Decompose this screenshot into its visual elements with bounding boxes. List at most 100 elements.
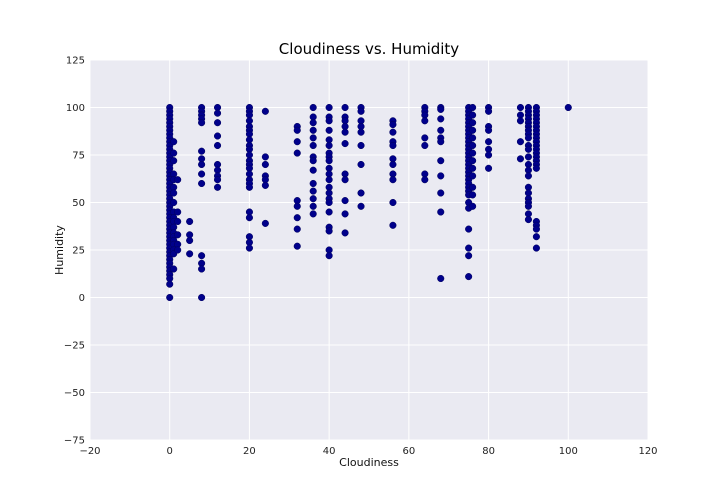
data-point (198, 119, 206, 127)
data-point (469, 103, 477, 112)
data-point (357, 202, 365, 210)
y-tick-label: 75 (72, 151, 85, 162)
data-point (309, 202, 317, 210)
x-tick-label: 100 (559, 446, 578, 457)
data-point (174, 208, 182, 216)
data-point (198, 252, 206, 260)
data-point (261, 153, 269, 161)
data-point (437, 126, 445, 134)
data-point (293, 149, 301, 157)
data-point (389, 221, 397, 229)
x-tick-label: 40 (323, 446, 336, 457)
y-tick-label: 125 (66, 56, 85, 67)
data-point (293, 126, 301, 134)
data-point (469, 141, 477, 150)
x-tick-label: −20 (79, 446, 100, 457)
data-point (469, 172, 477, 180)
y-tick-label: −25 (64, 341, 85, 352)
data-point (437, 157, 445, 165)
data-point (213, 119, 222, 127)
data-point (421, 176, 429, 184)
data-point (469, 126, 477, 134)
y-axis-ticks: −75 −50 −25 0 25 50 75 100 125 (64, 56, 85, 447)
data-point (516, 103, 525, 112)
data-point (532, 164, 540, 172)
data-point (437, 138, 445, 146)
data-point (437, 115, 445, 123)
data-point (325, 252, 333, 260)
data-point (186, 217, 194, 226)
data-point (341, 176, 349, 184)
data-point (293, 214, 301, 222)
data-point (524, 153, 532, 161)
data-point (469, 149, 477, 157)
data-point (198, 265, 206, 273)
data-point (357, 160, 365, 169)
y-tick-label: 100 (66, 103, 85, 114)
data-point (309, 195, 317, 203)
data-point (485, 164, 493, 172)
data-point (437, 172, 445, 180)
data-point (170, 149, 178, 157)
data-point (325, 157, 333, 165)
data-points (166, 103, 572, 302)
data-point (325, 176, 333, 184)
data-point (389, 160, 397, 169)
data-point (524, 202, 532, 210)
data-point (421, 134, 429, 142)
data-point (170, 157, 178, 165)
data-point (309, 157, 317, 165)
data-point (325, 227, 333, 235)
data-point (174, 217, 182, 226)
data-point (469, 202, 477, 210)
data-point (437, 189, 445, 197)
x-tick-label: 80 (482, 446, 495, 457)
data-point (516, 155, 525, 163)
data-point (524, 216, 532, 224)
x-tick-label: 20 (243, 446, 256, 457)
data-point (389, 176, 397, 184)
data-point (469, 191, 477, 199)
data-point (485, 126, 493, 134)
data-point (437, 105, 445, 113)
data-point (465, 244, 473, 252)
data-point (325, 126, 333, 134)
data-point (198, 147, 206, 155)
data-point (213, 183, 222, 191)
data-point (516, 138, 525, 146)
data-point (309, 210, 317, 218)
data-point (465, 273, 473, 281)
data-point (341, 128, 349, 136)
data-point (325, 103, 333, 112)
y-axis-label: Humidity (53, 225, 66, 275)
data-point (186, 250, 194, 258)
data-point (309, 166, 317, 174)
data-point (213, 109, 222, 117)
data-point (198, 160, 206, 169)
data-point (293, 202, 301, 210)
data-point (186, 236, 194, 245)
data-point (341, 197, 349, 205)
data-point (213, 141, 222, 150)
data-point (469, 134, 477, 142)
data-point (174, 246, 182, 254)
data-point (341, 229, 349, 237)
x-axis-label: Cloudiness (339, 456, 399, 469)
data-point (166, 293, 174, 302)
data-point (516, 117, 525, 125)
data-point (245, 214, 253, 222)
data-point (421, 117, 429, 125)
data-point (437, 274, 445, 283)
data-point (170, 198, 178, 207)
data-point (309, 119, 317, 127)
y-tick-label: 25 (72, 246, 85, 257)
data-point (421, 141, 429, 150)
x-tick-label: 120 (638, 446, 657, 457)
data-point (357, 128, 365, 136)
data-point (261, 219, 269, 227)
data-point (309, 103, 317, 112)
data-point (309, 126, 317, 134)
data-point (245, 183, 253, 191)
data-point (469, 111, 477, 119)
data-point (532, 233, 540, 241)
